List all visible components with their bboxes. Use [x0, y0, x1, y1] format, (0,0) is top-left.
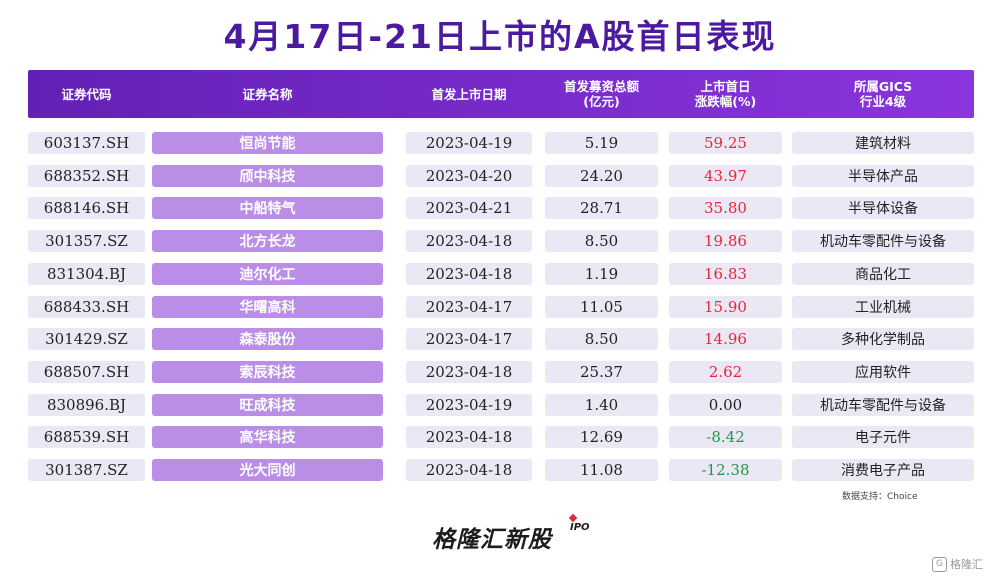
cell-amount: 1.19 [545, 262, 658, 285]
cell-code: 688539.SH [28, 426, 145, 449]
cell-date: 2023-04-18 [406, 230, 532, 253]
source-note: 数据支持：Choice [842, 492, 918, 502]
table-row: 688539.SH 高华科技 2023-04-18 12.69 -8.42 电子元件 [28, 426, 974, 449]
cell-code: 688352.SH [28, 164, 145, 187]
table-row: 301429.SZ 森泰股份 2023-04-17 8.50 14.96 多种化学制品 [28, 328, 974, 351]
table-row: 688146.SH 中船特气 2023-04-21 28.71 35.80 半导体设备 [28, 197, 974, 220]
cell-date: 2023-04-18 [406, 262, 532, 285]
cell-industry: 商品化工 [792, 262, 974, 285]
cell-amount: 5.19 [545, 132, 658, 154]
cell-industry: 建筑材料 [792, 132, 974, 154]
table-row: 688352.SH 颀中科技 2023-04-20 24.20 43.97 半导体产品 [28, 164, 974, 187]
header-code: 证券代码 [61, 86, 112, 102]
watermark-g-icon: G [932, 556, 947, 572]
header-date: 首发上市日期 [431, 86, 507, 102]
logo-star-icon [568, 513, 578, 523]
cell-change: -12.38 [669, 459, 782, 481]
brand-logo: 格隆汇新股 [432, 527, 552, 553]
table-row: 688433.SH 华曙高科 2023-04-17 11.05 15.90 工业机械 [28, 295, 974, 318]
header-industry: 所属GICS 行业4级 [853, 79, 913, 109]
cell-date: 2023-04-18 [406, 360, 532, 383]
cell-change: 43.97 [669, 164, 782, 187]
cell-code: 301357.SZ [28, 230, 145, 253]
table-row: 301387.SZ 光大同创 2023-04-18 11.08 -12.38 消费电子产品 [28, 459, 974, 481]
cell-change: 16.83 [669, 262, 782, 285]
cell-code: 831304.BJ [28, 262, 145, 285]
cell-industry: 工业机械 [792, 295, 974, 318]
cell-change: 15.90 [669, 295, 782, 318]
header-amount: 首发募资总额 (亿元) [563, 79, 639, 109]
cell-name: 颀中科技 [152, 164, 383, 187]
cell-code: 301387.SZ [28, 459, 145, 481]
cell-name: 光大同创 [152, 459, 383, 481]
cell-date: 2023-04-20 [406, 164, 532, 187]
cell-name: 森泰股份 [152, 328, 383, 351]
cell-change: 14.96 [669, 328, 782, 351]
cell-change: 59.25 [669, 132, 782, 154]
cell-industry: 半导体设备 [792, 197, 974, 220]
cell-code: 688433.SH [28, 295, 145, 318]
header-change: 上市首日 涨跌幅(%) [694, 79, 757, 109]
cell-change: 0.00 [669, 393, 782, 416]
cell-date: 2023-04-21 [406, 197, 532, 220]
table-row: 688507.SH 索辰科技 2023-04-18 25.37 2.62 应用软件 [28, 360, 974, 383]
cell-code: 301429.SZ [28, 328, 145, 351]
cell-amount: 25.37 [545, 360, 658, 383]
table-row: 831304.BJ 迪尔化工 2023-04-18 1.19 16.83 商品化工 [28, 262, 974, 285]
page-title: 4月17日-21日上市的A股首日表现 [223, 17, 777, 56]
cell-amount: 8.50 [545, 230, 658, 253]
cell-name: 高华科技 [152, 426, 383, 449]
cell-industry: 应用软件 [792, 360, 974, 383]
cell-amount: 11.05 [545, 295, 658, 318]
cell-amount: 12.69 [545, 426, 658, 449]
cell-industry: 半导体产品 [792, 164, 974, 187]
cell-date: 2023-04-17 [406, 328, 532, 351]
cell-industry: 机动车零配件与设备 [792, 230, 974, 253]
logo-ipo-mark: IPO [570, 522, 590, 533]
cell-code: 830896.BJ [28, 393, 145, 416]
cell-name: 中船特气 [152, 197, 383, 220]
cell-date: 2023-04-19 [406, 393, 532, 416]
table-header: 证券代码 证券名称 首发上市日期 首发募资总额 (亿元) 上市首日 涨跌幅(%)… [28, 70, 974, 118]
cell-date: 2023-04-17 [406, 295, 532, 318]
cell-change: -8.42 [669, 426, 782, 449]
cell-industry: 消费电子产品 [792, 459, 974, 481]
cell-industry: 机动车零配件与设备 [792, 393, 974, 416]
cell-name: 索辰科技 [152, 360, 383, 383]
cell-date: 2023-04-18 [406, 426, 532, 449]
table-row: 603137.SH 恒尚节能 2023-04-19 5.19 59.25 建筑材料 [28, 132, 974, 154]
cell-date: 2023-04-19 [406, 132, 532, 154]
table-row: 301357.SZ 北方长龙 2023-04-18 8.50 19.86 机动车零配件与设… [28, 230, 974, 253]
cell-change: 35.80 [669, 197, 782, 220]
cell-amount: 8.50 [545, 328, 658, 351]
cell-name: 华曙高科 [152, 295, 383, 318]
cell-change: 19.86 [669, 230, 782, 253]
cell-amount: 28.71 [545, 197, 658, 220]
header-name: 证券名称 [242, 86, 293, 102]
watermark: G 格隆汇 [932, 556, 983, 572]
cell-code: 688507.SH [28, 360, 145, 383]
cell-date: 2023-04-18 [406, 459, 532, 481]
cell-name: 恒尚节能 [152, 132, 383, 154]
cell-code: 688146.SH [28, 197, 145, 220]
table-row: 830896.BJ 旺成科技 2023-04-19 1.40 0.00 机动车零配件与设备 [28, 393, 974, 416]
cell-name: 迪尔化工 [152, 262, 383, 285]
cell-amount: 1.40 [545, 393, 658, 416]
cell-industry: 多种化学制品 [792, 328, 974, 351]
cell-code: 603137.SH [28, 132, 145, 154]
cell-amount: 11.08 [545, 459, 658, 481]
cell-industry: 电子元件 [792, 426, 974, 449]
watermark-text: 格隆汇 [950, 558, 983, 571]
cell-name: 北方长龙 [152, 230, 383, 253]
cell-amount: 24.20 [545, 164, 658, 187]
cell-name: 旺成科技 [152, 393, 383, 416]
cell-change: 2.62 [669, 360, 782, 383]
